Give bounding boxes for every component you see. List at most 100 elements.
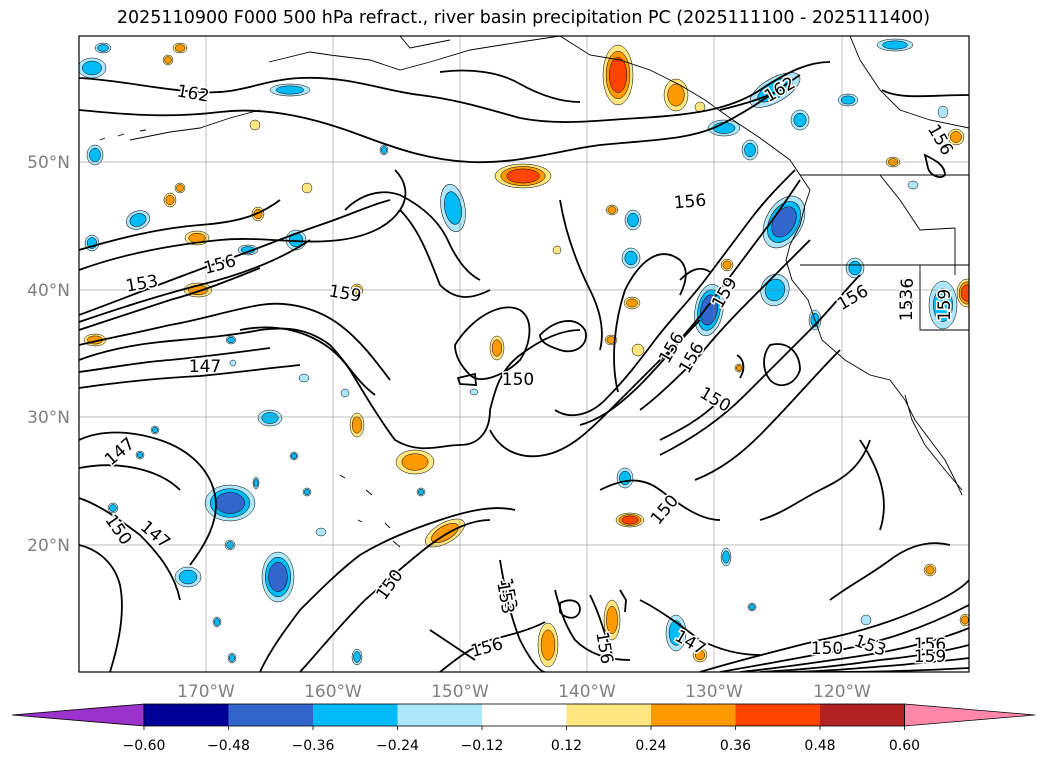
colorbar-segment bbox=[313, 704, 398, 726]
colorbar-tick-label: −0.60 bbox=[123, 738, 166, 754]
precip-shade-level bbox=[249, 119, 261, 131]
precip-shade-level bbox=[151, 426, 159, 434]
refractivity-contour bbox=[759, 644, 969, 672]
refractivity-contour bbox=[79, 239, 311, 323]
precip-shade-level bbox=[315, 527, 327, 537]
colorbar-tick-label: −0.36 bbox=[292, 738, 335, 754]
contour-label: 156 bbox=[673, 191, 707, 214]
precip-anomaly-patch bbox=[720, 258, 734, 272]
colorbar-tick-label: −0.48 bbox=[207, 738, 250, 754]
refractivity-contour bbox=[79, 464, 181, 491]
precip-anomaly-patch bbox=[425, 518, 465, 548]
precip-anomaly-patch bbox=[204, 484, 256, 522]
precip-anomaly-patch bbox=[923, 563, 937, 577]
precip-shade-level bbox=[860, 614, 872, 626]
precip-anomaly-patch bbox=[762, 195, 806, 249]
colorbar-segment bbox=[735, 704, 820, 726]
refractivity-contour bbox=[79, 169, 407, 271]
precip-anomaly-patch bbox=[605, 204, 619, 216]
precip-anomaly-patch bbox=[876, 38, 914, 52]
precip-anomaly-patch bbox=[621, 247, 641, 269]
refractivity-contour bbox=[456, 372, 477, 386]
contour-label: 150 bbox=[811, 639, 843, 659]
precip-shade-level bbox=[882, 40, 908, 50]
refractivity-contour bbox=[739, 627, 969, 672]
precip-shade-level bbox=[213, 618, 221, 626]
map-title: 2025110900 F000 500 hPa refract., river … bbox=[116, 8, 931, 28]
colorbar-tick-label: −0.12 bbox=[461, 738, 504, 754]
precip-anomaly-patch bbox=[552, 245, 562, 255]
precip-anomaly-patch bbox=[261, 551, 295, 603]
colorbar-segment bbox=[566, 704, 651, 726]
refractivity-contour bbox=[554, 169, 796, 417]
precip-shade-level bbox=[933, 288, 953, 322]
precip-anomaly-patch bbox=[94, 42, 112, 54]
refractivity-contour bbox=[429, 629, 476, 661]
refractivity-contour bbox=[639, 239, 811, 411]
coastlines bbox=[99, 36, 969, 548]
precip-anomaly-patch bbox=[494, 163, 552, 189]
precip-shade-level bbox=[303, 488, 311, 496]
refractivity-contour bbox=[579, 319, 701, 426]
contour-label: 153 bbox=[897, 289, 917, 321]
refractivity-contour bbox=[79, 199, 391, 316]
precip-anomaly-patch bbox=[229, 359, 237, 367]
lon-label: 150°W bbox=[431, 682, 489, 702]
coastline-segment bbox=[357, 519, 363, 523]
precip-shade-level bbox=[298, 373, 310, 383]
precip-anomaly-patch bbox=[947, 128, 965, 146]
coastline-segment bbox=[849, 36, 969, 129]
precip-anomaly-patch bbox=[135, 450, 145, 460]
refractivity-contour bbox=[489, 179, 801, 458]
contour-label: 156 bbox=[914, 635, 946, 655]
precip-shade-level bbox=[735, 364, 743, 372]
refractivity-contour bbox=[399, 209, 491, 298]
precip-anomaly-patch bbox=[959, 613, 969, 627]
precip-anomaly-patch bbox=[469, 388, 479, 396]
precip-anomaly-patch bbox=[257, 409, 283, 427]
precip-anomaly-patch bbox=[416, 487, 426, 497]
precip-anomaly-patch bbox=[302, 487, 312, 497]
precip-shade-level bbox=[627, 212, 639, 228]
precip-anomaly-patch bbox=[252, 476, 260, 490]
precip-anomaly-patch bbox=[340, 388, 350, 398]
colorbar-segment bbox=[144, 704, 229, 726]
precip-anomaly-patch bbox=[315, 527, 327, 537]
precip-anomaly-patch bbox=[790, 109, 810, 131]
precip-anomaly-patch bbox=[624, 209, 642, 231]
coastline-segment bbox=[117, 133, 125, 137]
precip-anomaly-patch bbox=[720, 547, 732, 567]
precip-anomaly-patch bbox=[301, 182, 313, 194]
precip-anomaly-patch bbox=[237, 244, 259, 256]
coastline-segment bbox=[919, 265, 969, 331]
colorbar-ticks: −0.60 −0.48 −0.36 −0.24 −0.12 0.12 0.24 0.36 0.4… bbox=[123, 726, 920, 754]
refractivity-contour bbox=[923, 153, 946, 178]
precip-anomaly-patch bbox=[298, 373, 310, 383]
precip-shade-level bbox=[694, 649, 706, 661]
gridlines bbox=[79, 36, 969, 672]
coastline-segment bbox=[904, 394, 963, 491]
precip-shade-level bbox=[431, 523, 459, 543]
precip-anomaly-patch bbox=[692, 647, 708, 663]
lat-label: 50°N bbox=[27, 153, 70, 173]
precip-anomaly-patch bbox=[227, 652, 237, 664]
refractivity-contour bbox=[719, 87, 786, 111]
precip-anomaly-patch bbox=[225, 335, 237, 345]
colorbar-extend-high bbox=[904, 703, 1036, 727]
lat-label: 40°N bbox=[27, 281, 70, 301]
precip-anomaly-patch bbox=[907, 180, 919, 190]
contour-label: 156 bbox=[898, 278, 918, 310]
precip-anomaly-patch bbox=[747, 602, 757, 612]
precip-shade-level bbox=[469, 388, 479, 396]
lon-label: 160°W bbox=[304, 682, 362, 702]
colorbar-segment bbox=[651, 704, 736, 726]
refractivity-contour bbox=[79, 267, 261, 331]
coastline-segment bbox=[268, 36, 561, 71]
refractivity-contour bbox=[559, 599, 581, 619]
precip-shade-level bbox=[228, 654, 236, 662]
precip-shade-level bbox=[624, 250, 638, 266]
colorbar-bar bbox=[11, 703, 1036, 727]
precip-anomaly-patch bbox=[79, 57, 107, 79]
lon-label: 130°W bbox=[685, 682, 743, 702]
